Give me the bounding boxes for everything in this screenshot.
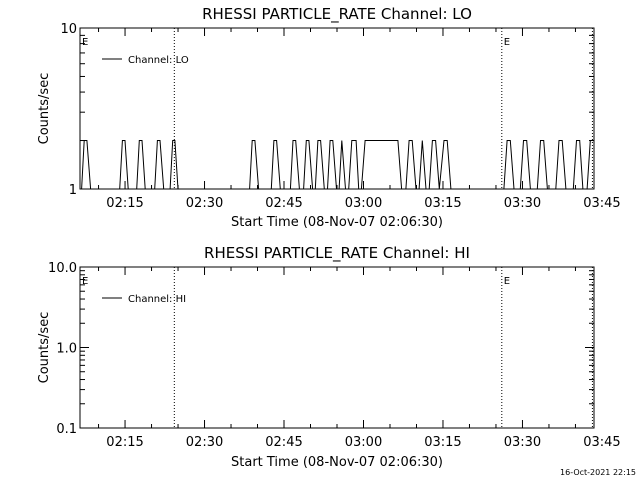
plot-frame	[79, 266, 595, 429]
x-tick-label: 03:45	[583, 196, 620, 211]
chart-title: RHESSI PARTICLE_RATE Channel: LO	[202, 5, 472, 24]
y-axis-label: Counts/sec	[37, 312, 52, 384]
x-tick-label: 03:30	[504, 196, 541, 211]
y-tick-label: 1.0	[56, 342, 77, 357]
x-axis-label: Start Time (08-Nov-07 02:06:30)	[231, 215, 443, 230]
x-tick-label: 03:00	[345, 196, 382, 211]
event-marker-label: E	[504, 37, 510, 48]
event-marker-label: E	[504, 276, 510, 287]
y-axis-label: Counts/sec	[37, 73, 52, 145]
x-tick-label: 02:15	[106, 435, 143, 450]
x-tick-label: 02:30	[186, 196, 223, 211]
footer-timestamp: 16-Oct-2021 22:15	[560, 468, 636, 477]
x-tick-label: 03:15	[424, 196, 461, 211]
x-tick-label: 02:15	[106, 196, 143, 211]
y-tick-label: 10	[60, 22, 77, 37]
x-tick-label: 03:45	[583, 435, 620, 450]
y-tick-label: 1	[69, 183, 77, 198]
legend-entry: Channel: HI	[128, 294, 186, 305]
x-axis-label: Start Time (08-Nov-07 02:06:30)	[231, 455, 443, 470]
x-tick-label: 03:00	[345, 435, 382, 450]
legend-entry: Channel: LO	[128, 55, 189, 66]
plot-frame	[79, 27, 595, 190]
y-tick-label: 0.1	[56, 422, 77, 437]
event-marker-label: E	[82, 37, 88, 48]
x-tick-label: 03:15	[424, 435, 461, 450]
x-tick-label: 03:30	[504, 435, 541, 450]
x-tick-label: 02:45	[265, 196, 302, 211]
x-tick-label: 02:45	[265, 435, 302, 450]
chart-title: RHESSI PARTICLE_RATE Channel: HI	[204, 244, 470, 263]
x-tick-label: 02:30	[186, 435, 223, 450]
event-marker-label: E	[82, 276, 88, 287]
y-tick-label: 10.0	[48, 261, 77, 276]
series-line	[81, 140, 593, 190]
